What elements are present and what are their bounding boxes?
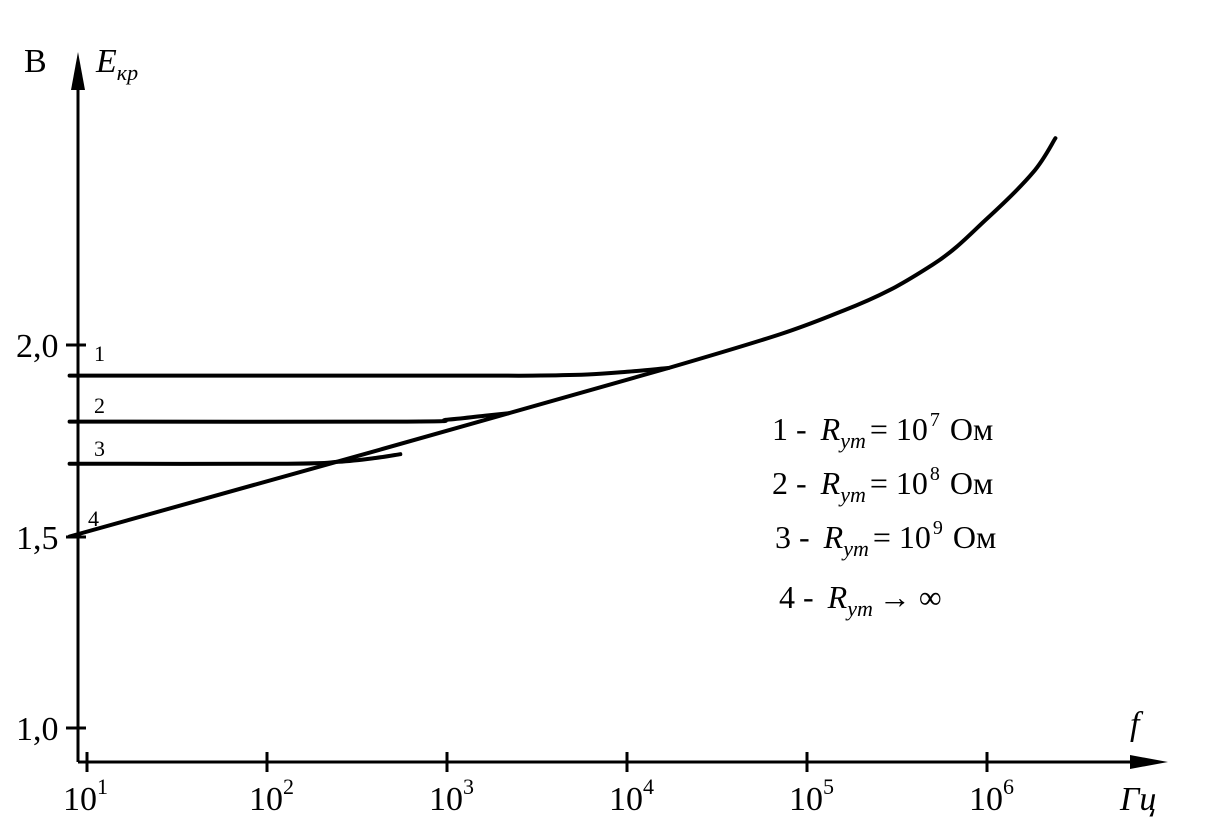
- y-axis-unit: В: [24, 43, 47, 80]
- y-tick-label-1: 1,0: [16, 711, 59, 748]
- y-axis-label-main: E: [95, 43, 117, 80]
- series-line-1: [67, 366, 671, 378]
- series-label-3: 3: [94, 436, 105, 461]
- y-axis-label-sub: кр: [117, 60, 138, 85]
- x-axis-label: f: [1130, 706, 1144, 743]
- x-tick-label-3: 103: [429, 774, 474, 818]
- y-tick-label-2: 1,5: [16, 520, 59, 557]
- series-label-4: 4: [88, 506, 99, 531]
- series-line-2: [67, 411, 511, 424]
- legend-entry-4: 4 - Rут → ∞: [779, 579, 942, 621]
- y-axis-arrow: [71, 52, 85, 90]
- legend-entry-3: 3 - Rут = 10 9 Ом: [775, 517, 996, 561]
- legend-entry-2: 2 - Rут = 10 8 Ом: [772, 463, 993, 507]
- series-label-1: 1: [94, 341, 105, 366]
- y-axis-label: Eкр: [95, 43, 138, 85]
- x-tick-label-6: 106: [969, 774, 1014, 818]
- x-tick-label-4: 104: [609, 774, 654, 818]
- x-tick-label-5: 105: [789, 774, 834, 818]
- series-label-2: 2: [94, 393, 105, 418]
- series-line-4: [67, 136, 1058, 539]
- y-tick-label-3: 2,0: [16, 328, 59, 365]
- x-axis-arrow: [1130, 755, 1168, 769]
- x-axis-unit: Гц: [1119, 781, 1156, 818]
- legend: 1 - Rут = 10 7 Ом 2 - Rут = 10 8 Ом 3 - Rут = 10 9 О…: [772, 409, 996, 621]
- legend-entry-1: 1 - Rут = 10 7 Ом: [772, 409, 993, 453]
- x-tick-label-1: 101: [63, 774, 108, 818]
- x-tick-label-2: 102: [249, 774, 294, 818]
